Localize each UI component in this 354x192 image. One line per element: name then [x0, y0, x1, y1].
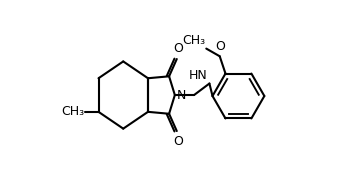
Text: CH₃: CH₃	[61, 105, 84, 118]
Text: O: O	[173, 42, 183, 55]
Text: O: O	[173, 135, 183, 148]
Text: HN: HN	[189, 69, 207, 82]
Text: CH₃: CH₃	[182, 34, 205, 47]
Text: O: O	[215, 40, 225, 53]
Text: N: N	[177, 89, 187, 102]
